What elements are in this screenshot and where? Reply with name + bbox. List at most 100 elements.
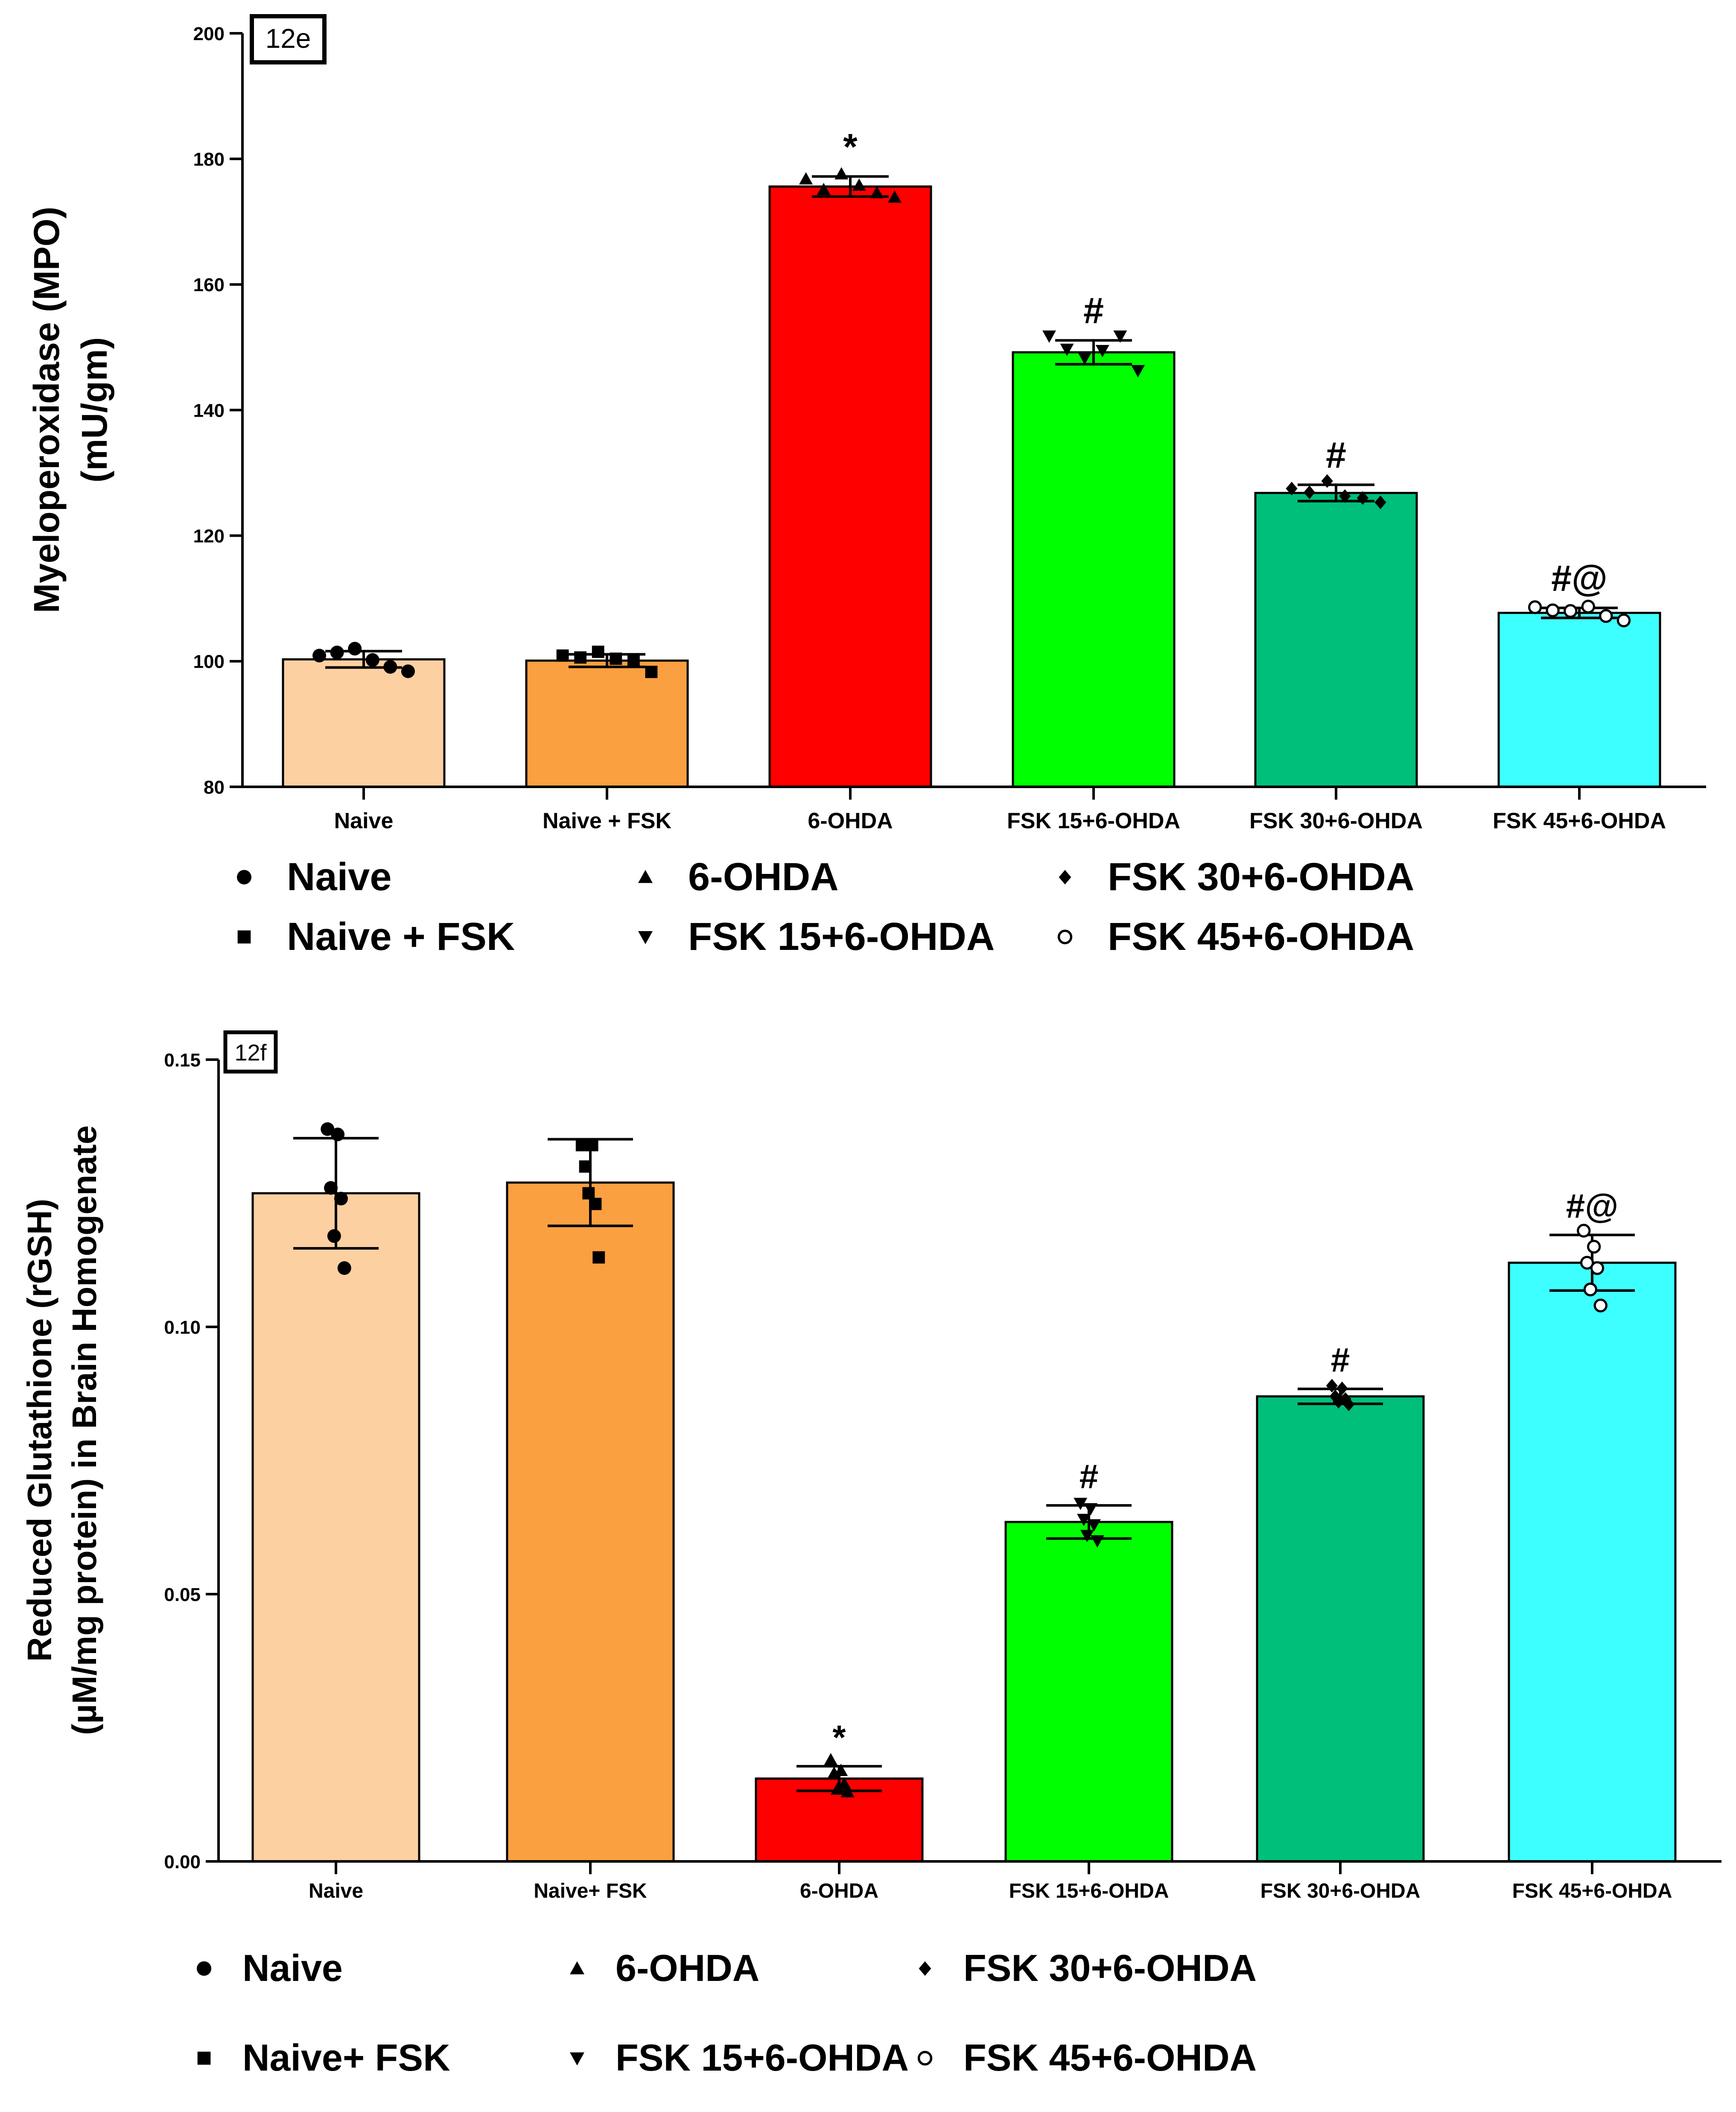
data-point <box>321 1122 335 1136</box>
significance-mark: # <box>1331 1341 1350 1379</box>
significance-mark: # <box>1083 290 1104 331</box>
data-point <box>1084 1503 1098 1516</box>
bar-3 <box>768 185 932 788</box>
bar-1 <box>282 658 446 788</box>
data-point <box>1577 1224 1591 1238</box>
legend-marker <box>197 1961 211 1976</box>
data-point <box>337 1261 351 1275</box>
y-axis-label-line2: (mU/gm) <box>74 337 114 483</box>
data-point <box>1590 1261 1605 1275</box>
data-point <box>365 653 379 667</box>
y-axis-label-line2: (µM/mg protein) in Brain Homogenate <box>65 1125 103 1735</box>
data-point <box>1087 1519 1101 1532</box>
legend-marker <box>197 2051 211 2065</box>
data-point <box>1321 474 1333 488</box>
x-tick-label: FSK 45+6-OHDA <box>1512 1880 1672 1902</box>
data-point <box>627 654 640 666</box>
legend-marker <box>570 1961 584 1975</box>
data-point <box>401 664 415 678</box>
data-point <box>1286 482 1298 496</box>
data-point <box>1599 609 1613 623</box>
data-point <box>1080 1530 1094 1542</box>
data-point <box>834 167 849 180</box>
data-point <box>1095 345 1109 357</box>
data-point <box>824 1753 838 1765</box>
data-point <box>1336 1381 1348 1395</box>
legend-marker <box>1057 929 1073 944</box>
x-tick-label: FSK 45+6-OHDA <box>1493 809 1666 833</box>
data-point <box>582 1187 595 1200</box>
panel-label: 12e <box>266 23 311 54</box>
data-point <box>1528 600 1542 614</box>
x-tick-label: FSK 15+6-OHDA <box>1007 809 1180 833</box>
x-tick-label: Naive + FSK <box>543 809 671 833</box>
significance-mark: # <box>1326 435 1346 476</box>
y-tick-label: 0.00 <box>164 1852 201 1872</box>
data-point <box>610 652 622 665</box>
chart-rgsh: 0.00 0.05 0.10 0.15 Naive Naive+ FSK 6-OHDA FS… <box>20 1030 1721 2079</box>
data-point <box>645 666 658 678</box>
legend-marker <box>237 870 251 885</box>
data-point <box>334 1192 348 1206</box>
data-point <box>1078 352 1092 365</box>
panel-label: 12f <box>234 1040 267 1066</box>
data-point <box>592 1251 605 1264</box>
x-tick-label: 6-OHDA <box>800 1880 878 1902</box>
legend-label: 6-OHDA <box>616 1947 759 1989</box>
panel-label-box <box>250 14 327 64</box>
data-point <box>1060 344 1074 356</box>
y-tick-label: 100 <box>193 651 225 672</box>
data-point <box>1304 485 1316 500</box>
x-tick-label: Naive <box>334 809 394 833</box>
data-point <box>840 1785 855 1798</box>
legend-label: FSK 15+6-OHDA <box>616 2036 909 2079</box>
bar-6 <box>1508 1262 1677 1863</box>
bar-4 <box>1012 351 1176 788</box>
data-point <box>331 1128 345 1142</box>
data-point <box>1343 1397 1355 1411</box>
legend-label: FSK 30+6-OHDA <box>963 1947 1257 1989</box>
x-tick-label: FSK 30+6-OHDA <box>1260 1880 1421 1902</box>
legend-marker <box>917 2051 933 2066</box>
significance-mark: #@ <box>1551 558 1608 599</box>
bar-4 <box>1004 1521 1173 1863</box>
data-point <box>327 1229 341 1243</box>
data-point <box>1593 1298 1608 1313</box>
legend-label: FSK 45+6-OHDA <box>963 2036 1257 2079</box>
y-tick-label: 140 <box>193 400 225 421</box>
legend-marker <box>570 2052 584 2065</box>
data-point <box>1581 599 1595 614</box>
data-point <box>574 651 587 664</box>
bar-5 <box>1254 492 1418 788</box>
data-point <box>1077 1513 1091 1526</box>
legend: Naive Naive + FSK 6-OHDA FSK 15+6-OHDA FSK 3… <box>237 855 1414 958</box>
data-point <box>1042 330 1056 343</box>
legend: Naive Naive+ FSK 6-OHDA FSK 15+6-OHDA FSK 30… <box>197 1947 1257 2079</box>
legend-marker <box>237 930 251 944</box>
legend-marker <box>638 870 653 883</box>
data-point <box>1587 1240 1601 1254</box>
y-tick-label: 160 <box>193 275 225 295</box>
data-point <box>1583 1282 1598 1297</box>
y-tick-label: 80 <box>204 777 225 798</box>
data-point <box>1357 491 1368 505</box>
data-point <box>817 183 831 196</box>
y-tick-label: 0.15 <box>164 1050 201 1071</box>
bar-1 <box>251 1192 420 1863</box>
legend-label: FSK 30+6-OHDA <box>1108 855 1414 899</box>
data-point <box>592 646 604 658</box>
data-point <box>1333 1395 1345 1409</box>
legend-label: FSK 15+6-OHDA <box>688 915 995 958</box>
bar-2 <box>525 659 689 788</box>
data-point <box>1580 1256 1594 1270</box>
data-point <box>383 660 397 674</box>
bar-2 <box>506 1181 675 1863</box>
legend-marker <box>638 931 653 944</box>
data-point <box>1074 1498 1088 1510</box>
y-tick-label: 120 <box>193 526 225 547</box>
significance-mark: #@ <box>1566 1187 1619 1225</box>
bar-5 <box>1256 1395 1425 1863</box>
data-point <box>799 172 813 185</box>
legend-label: Naive <box>287 855 392 899</box>
